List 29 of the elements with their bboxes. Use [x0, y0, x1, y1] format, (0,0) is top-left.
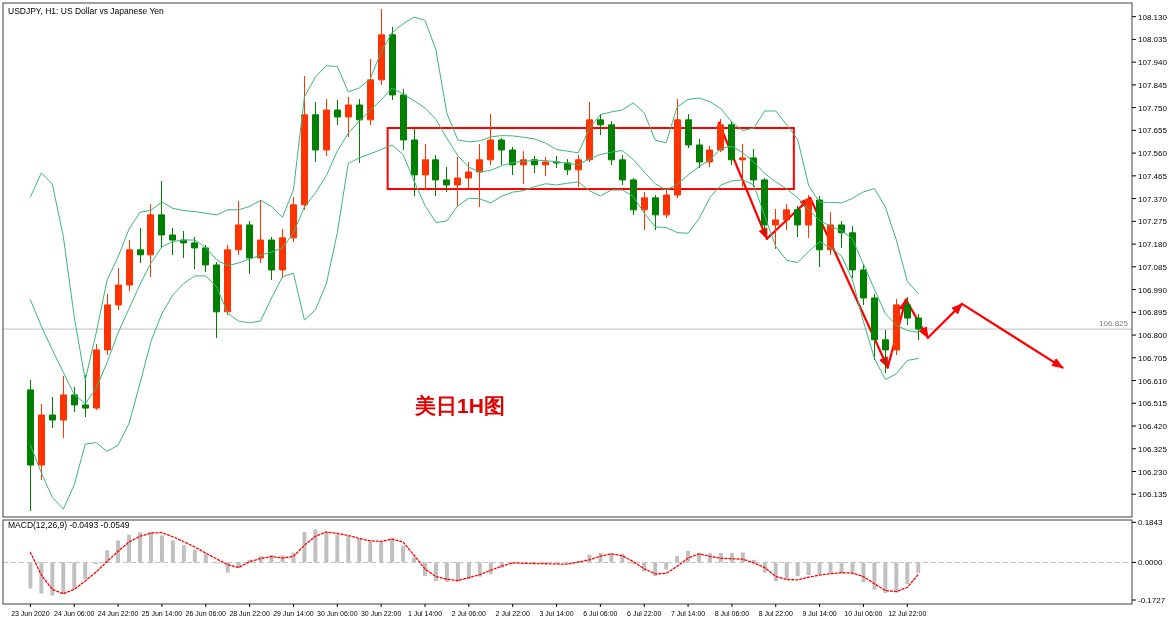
- y-tick-label: 107.845: [1138, 80, 1168, 90]
- y-tick-label: 106.230: [1138, 467, 1168, 477]
- y-tick-label: 107.180: [1138, 240, 1168, 250]
- annotation: 美日1H图: [414, 393, 505, 417]
- ref-line-label: 106.825: [1099, 319, 1129, 329]
- y-tick-label: 106.610: [1138, 376, 1168, 386]
- y-tick-label: 107.085: [1138, 262, 1168, 272]
- y-tick-label: 107.560: [1138, 149, 1168, 159]
- y-tick-label: 107.465: [1138, 171, 1168, 181]
- y-tick-label: 0.0000: [1138, 558, 1164, 568]
- y-tick-label: 106.515: [1138, 399, 1168, 409]
- y-tick-label: 106.800: [1138, 331, 1168, 341]
- y-tick-label: 107.370: [1138, 194, 1168, 204]
- chart-title: MACD(12,26,9) -0.0493 -0.0549: [8, 520, 130, 530]
- y-tick-label: 106.990: [1138, 285, 1168, 295]
- y-tick-label: 0.1843: [1138, 518, 1164, 528]
- y-tick-label: 106.705: [1138, 353, 1168, 363]
- y-tick-label: 106.325: [1138, 444, 1168, 454]
- y-tick-label: 107.940: [1138, 58, 1168, 68]
- y-tick-label: 108.035: [1138, 35, 1168, 45]
- chart-title: USDJPY, H1: US Dollar vs Japanese Yen: [8, 6, 165, 16]
- y-tick-label: 107.655: [1138, 126, 1168, 136]
- y-tick-label: 106.420: [1138, 422, 1168, 432]
- y-tick-label: 106.135: [1138, 490, 1168, 500]
- y-tick-label: -0.1727: [1138, 596, 1166, 606]
- y-tick-label: 107.750: [1138, 103, 1168, 113]
- y-tick-label: 106.895: [1138, 308, 1168, 318]
- y-tick-label: 108.130: [1138, 12, 1168, 22]
- y-tick-label: 107.275: [1138, 217, 1168, 227]
